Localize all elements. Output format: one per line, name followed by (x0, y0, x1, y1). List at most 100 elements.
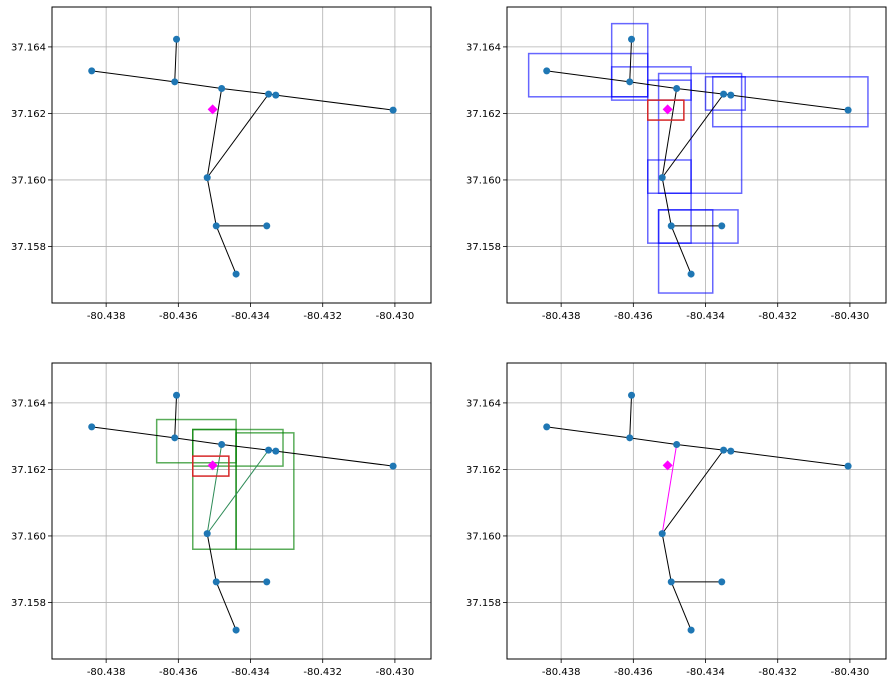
road-edge (730, 450, 849, 467)
plot-area (507, 7, 886, 303)
x-tick-label: -80.436 (614, 311, 653, 322)
axes-frame (51, 362, 432, 660)
graph-node (88, 67, 96, 75)
road-edge (174, 437, 222, 445)
query-point-marker (662, 460, 673, 471)
axes-frame (506, 362, 887, 660)
y-tick-label: 37.162 (11, 465, 46, 476)
y-tick-label: 37.164 (466, 398, 501, 409)
road-edge (91, 426, 175, 439)
graph-node (727, 91, 735, 99)
y-tick-label: 37.158 (11, 598, 46, 609)
graph-node (272, 447, 280, 455)
x-tick-label: -80.438 (542, 667, 581, 678)
graph-node (171, 78, 179, 86)
y-tick-label: 37.164 (11, 42, 46, 53)
plot-content (88, 391, 397, 634)
plot-content (88, 35, 397, 278)
panel-top-left: -80.438 -80.436 -80.434 -80.432 -80.430 37.15… (11, 6, 432, 322)
graph-node (720, 446, 728, 454)
road-edge (670, 581, 692, 631)
graph-node (203, 174, 211, 182)
graph-node (389, 462, 397, 470)
graph-node (173, 35, 181, 43)
plot-area (52, 7, 431, 303)
highlighted-edge (206, 449, 269, 534)
road-edge (215, 581, 237, 631)
blue-bounding-box (657, 209, 714, 294)
graph-node (626, 78, 634, 86)
road-edge (174, 39, 178, 82)
query-bounding-box (192, 455, 230, 477)
road-edge (206, 88, 223, 178)
graph-node (628, 391, 636, 399)
y-tick-label: 37.158 (11, 242, 46, 253)
y-tick-label: 37.160 (466, 175, 501, 186)
road-edge (661, 93, 724, 178)
road-edge (730, 94, 849, 111)
query-point-marker (207, 104, 218, 115)
graph-node (727, 447, 735, 455)
y-tick-label: 37.164 (11, 398, 46, 409)
x-tick-label: -80.432 (303, 311, 342, 322)
x-tick-label: -80.436 (159, 311, 198, 322)
road-edge (91, 70, 175, 83)
road-edge (629, 437, 677, 445)
x-tick-label: -80.436 (614, 667, 653, 678)
highlighted-edge (661, 444, 678, 534)
road-edge (629, 81, 677, 89)
query-point-marker (662, 104, 673, 115)
road-edge (275, 450, 394, 467)
graph-node (88, 423, 96, 431)
graph-node (687, 270, 695, 278)
road-edge (174, 395, 178, 438)
road-edge (661, 449, 724, 534)
blue-bounding-box (657, 72, 743, 194)
graph-node (218, 84, 226, 92)
query-bounding-box (647, 99, 685, 121)
x-tick-label: -80.438 (87, 311, 126, 322)
blue-bounding-box (527, 52, 649, 98)
graph-node (263, 222, 271, 230)
road-edge (206, 93, 269, 178)
road-edge (629, 395, 633, 438)
road-edge (546, 70, 630, 83)
graph-node (687, 626, 695, 634)
x-tick-label: -80.438 (542, 311, 581, 322)
x-tick-label: -80.432 (303, 667, 342, 678)
graph-node (658, 530, 666, 538)
y-tick-label: 37.162 (466, 109, 501, 120)
panel-bottom-right: -80.438 -80.436 -80.434 -80.432 -80.430 37.15… (466, 362, 887, 678)
graph-node (171, 434, 179, 442)
x-tick-label: -80.430 (831, 311, 870, 322)
graph-node (203, 530, 211, 538)
graph-node (218, 440, 226, 448)
graph-node (389, 106, 397, 114)
graph-node (543, 423, 551, 431)
x-tick-label: -80.430 (831, 667, 870, 678)
axes-frame (506, 6, 887, 304)
y-tick-label: 37.158 (466, 598, 501, 609)
graph-node (718, 222, 726, 230)
y-tick-label: 37.162 (466, 465, 501, 476)
query-point-marker (207, 460, 218, 471)
x-tick-label: -80.432 (758, 311, 797, 322)
road-edge (661, 533, 672, 582)
x-tick-label: -80.436 (159, 667, 198, 678)
x-tick-label: -80.434 (686, 311, 725, 322)
road-edge (661, 88, 678, 178)
graph-node (626, 434, 634, 442)
x-tick-label: -80.438 (87, 667, 126, 678)
road-edge (215, 225, 237, 275)
x-tick-label: -80.432 (758, 667, 797, 678)
y-tick-label: 37.160 (466, 531, 501, 542)
road-edge (629, 39, 633, 82)
graph-node (673, 440, 681, 448)
road-edge (661, 177, 672, 226)
graph-node (720, 90, 728, 98)
plot-content (543, 391, 852, 634)
road-edge (676, 87, 724, 95)
graph-node (212, 578, 220, 586)
x-tick-label: -80.434 (686, 667, 725, 678)
